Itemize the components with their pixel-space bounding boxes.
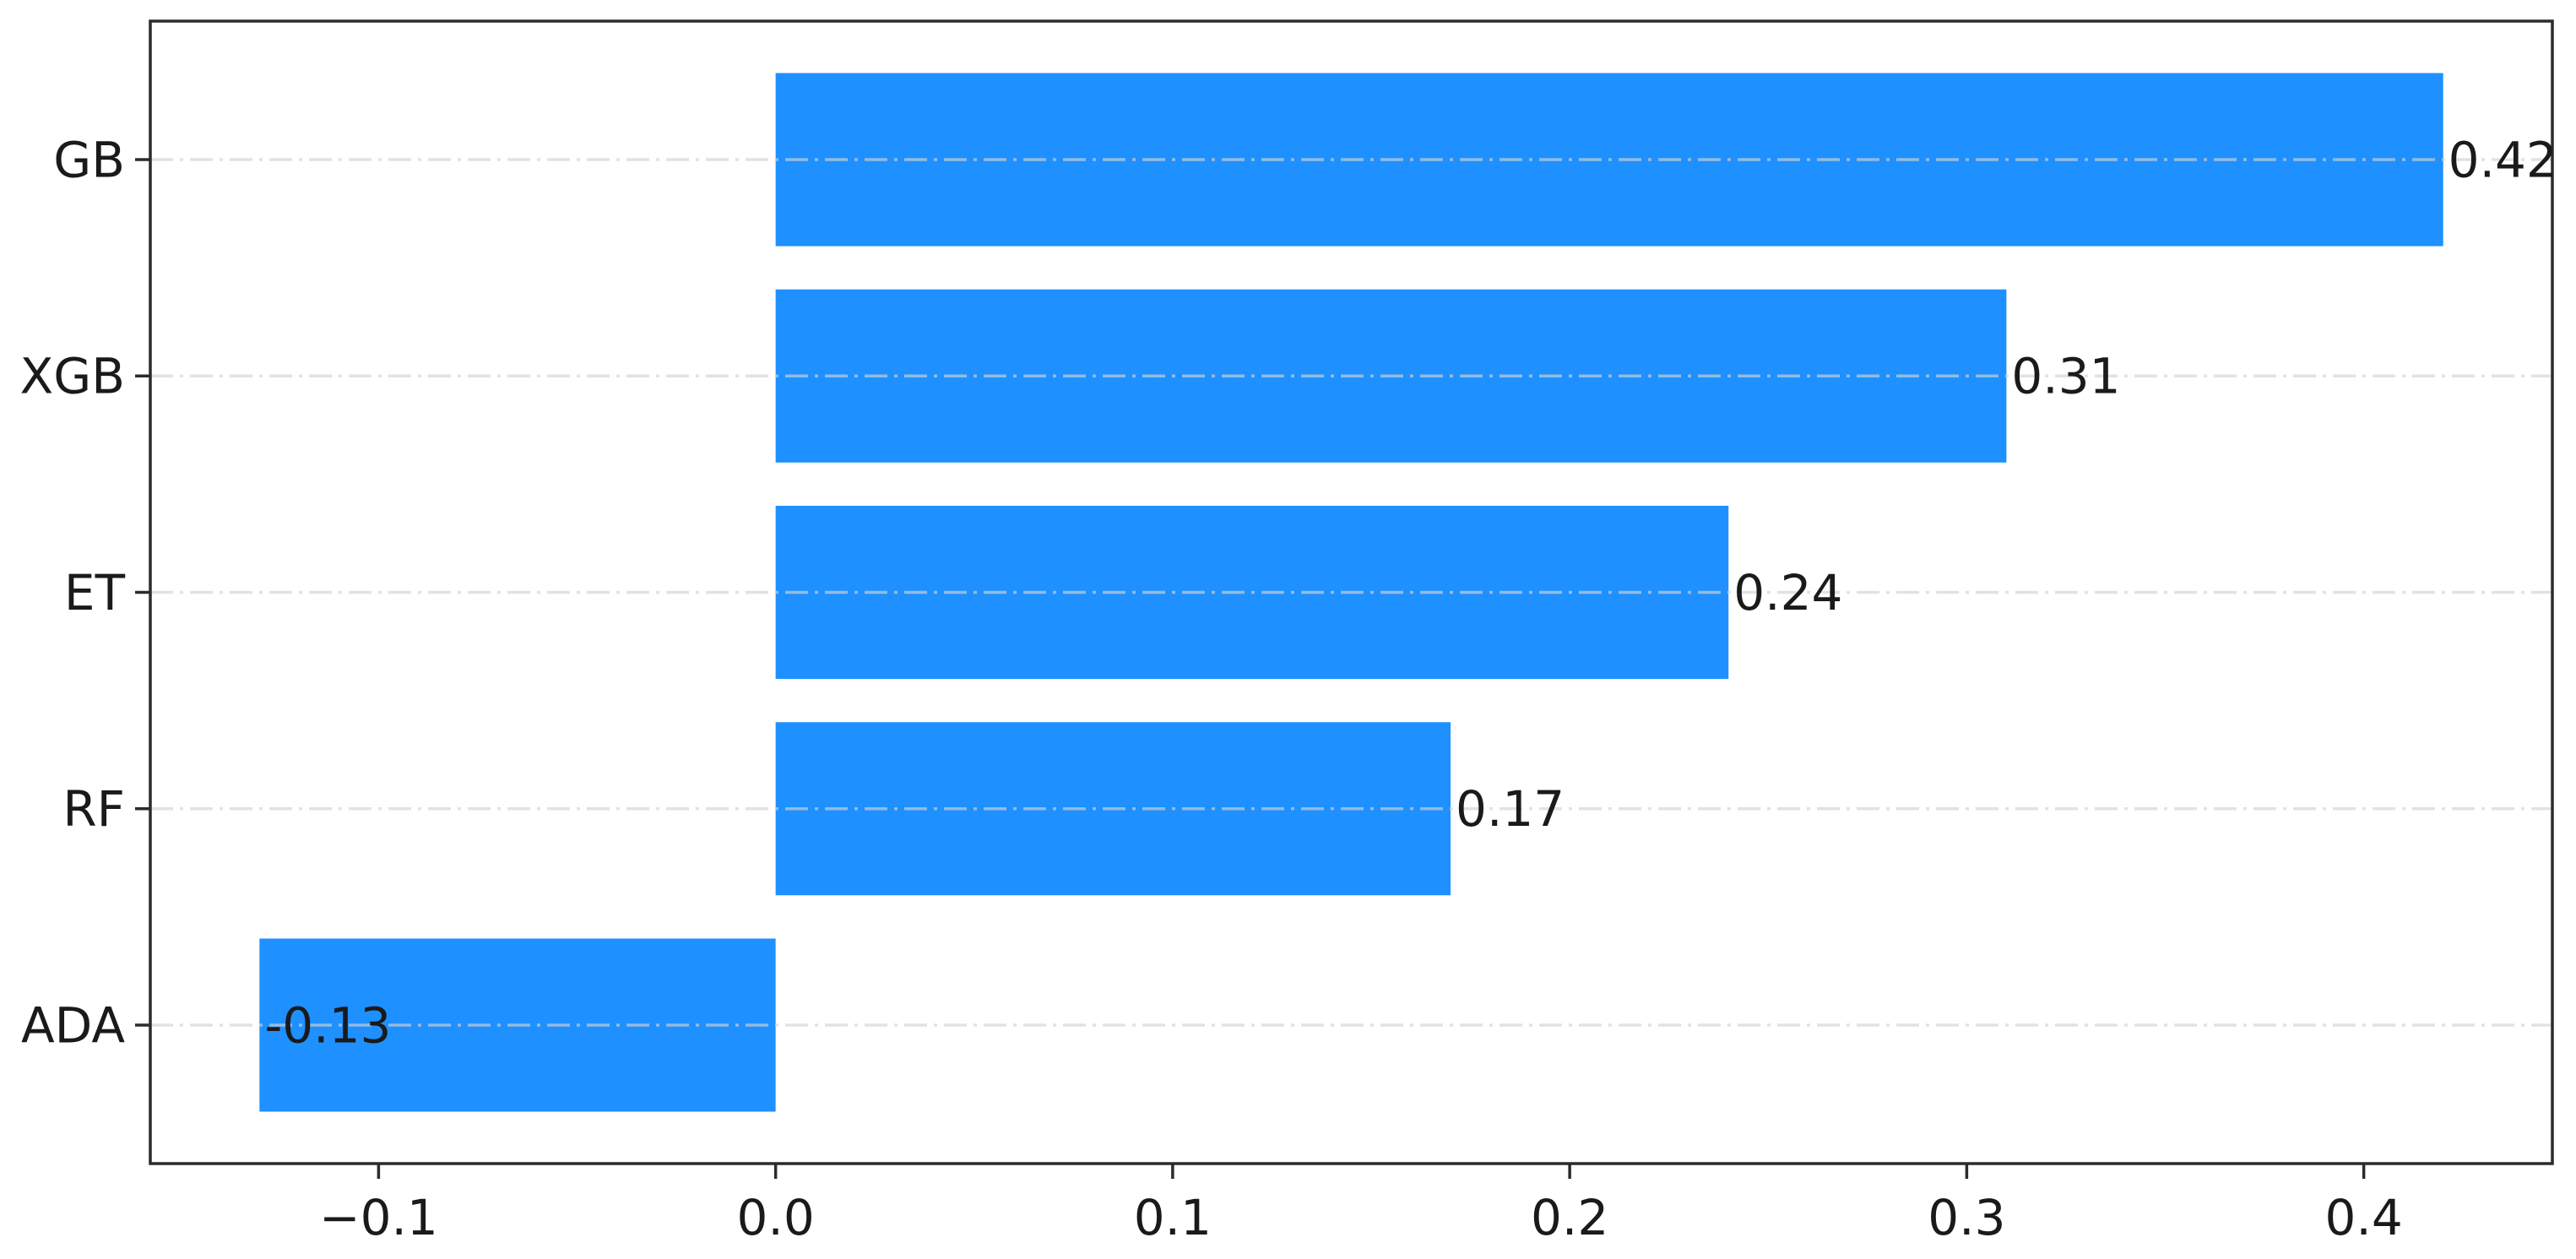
bar-labels-group: 0.42 0.31 0.24 0.17 -0.13 <box>264 131 2557 1054</box>
gridlines-group <box>150 158 2552 1027</box>
bar-value-label-XGB: 0.31 <box>2011 348 2120 405</box>
x-tick-label: 0.0 <box>737 1189 815 1246</box>
y-tick-label-ADA: ADA <box>21 996 125 1054</box>
bar-value-label-GB: 0.42 <box>2449 131 2557 188</box>
x-tick-label: 0.3 <box>1928 1189 2005 1246</box>
x-axis: −0.1 0.0 0.1 0.2 0.3 0.4 <box>319 1164 2403 1246</box>
x-tick-label: 0.1 <box>1134 1189 1212 1246</box>
x-tick-label: −0.1 <box>319 1189 438 1246</box>
y-axis: GB XGB ET RF ADA <box>20 131 150 1054</box>
x-tick-label: 0.2 <box>1531 1189 1608 1246</box>
y-tick-label-ET: ET <box>64 564 126 621</box>
bar-value-label-RF: 0.17 <box>1456 780 1565 838</box>
bar-value-label-ADA: -0.13 <box>264 996 391 1054</box>
x-tick-label: 0.4 <box>2325 1189 2403 1246</box>
y-tick-label-RF: RF <box>62 780 125 838</box>
y-tick-label-GB: GB <box>53 131 125 188</box>
bar-value-label-ET: 0.24 <box>1733 564 1842 621</box>
y-tick-label-XGB: XGB <box>20 348 125 405</box>
